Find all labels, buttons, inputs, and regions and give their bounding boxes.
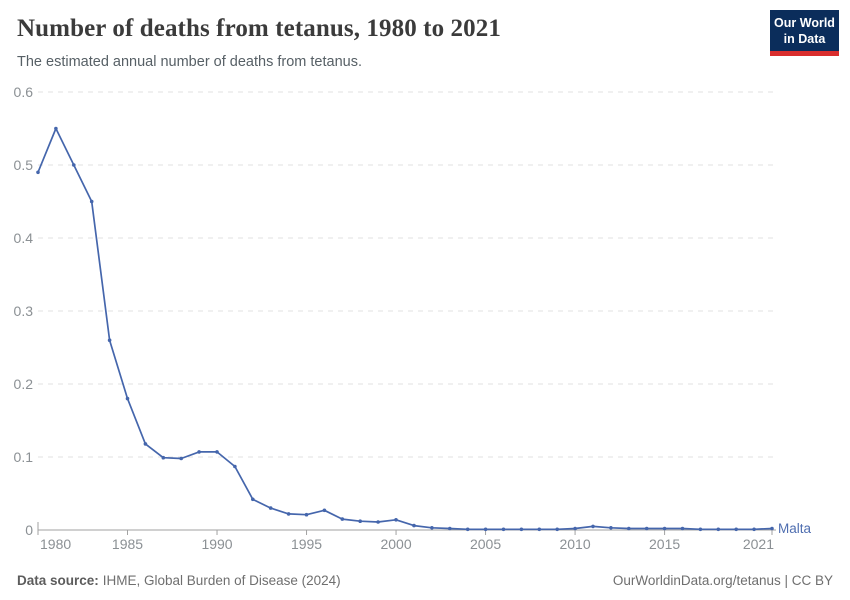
data-point xyxy=(519,527,524,532)
data-point xyxy=(322,508,327,513)
y-tick-label: 0 xyxy=(25,522,33,538)
data-point xyxy=(125,396,130,401)
data-point xyxy=(54,126,58,131)
data-point xyxy=(680,526,685,531)
x-tick-label: 2015 xyxy=(649,536,680,552)
data-point xyxy=(537,527,542,532)
data-point xyxy=(286,512,291,516)
y-tick-label: 0.1 xyxy=(14,449,34,465)
data-point xyxy=(609,526,613,530)
data-point xyxy=(770,526,774,531)
data-source: Data source: IHME, Global Burden of Disea… xyxy=(17,573,341,588)
data-point xyxy=(483,527,488,532)
data-point xyxy=(591,524,595,529)
data-point xyxy=(376,520,380,524)
data-point xyxy=(304,512,309,517)
data-point xyxy=(644,526,649,531)
data-point xyxy=(573,526,577,531)
x-tick-label: 1980 xyxy=(40,536,71,552)
data-point xyxy=(179,456,183,461)
owid-logo-line2: in Data xyxy=(783,32,826,46)
data-source-value: IHME, Global Burden of Disease (2024) xyxy=(102,573,341,588)
attribution-link[interactable]: OurWorldinData.org/tetanus | CC BY xyxy=(612,573,833,588)
chart-footer: Data source: IHME, Global Burden of Disea… xyxy=(17,573,833,588)
x-tick-label: 2021 xyxy=(743,536,774,552)
data-point xyxy=(89,199,94,204)
data-point xyxy=(36,170,40,175)
data-point xyxy=(233,464,237,469)
chart-title: Number of deaths from tetanus, 1980 to 2… xyxy=(17,15,501,42)
y-tick-label: 0.4 xyxy=(14,230,34,246)
data-point xyxy=(465,527,470,532)
data-point xyxy=(662,526,667,531)
data-point xyxy=(143,442,148,446)
x-tick-label: 1990 xyxy=(201,536,232,552)
x-tick-label: 2010 xyxy=(559,536,590,552)
y-tick-label: 0.2 xyxy=(14,376,34,392)
data-point xyxy=(268,506,273,510)
y-tick-label: 0.3 xyxy=(14,303,34,319)
data-point xyxy=(72,163,76,167)
entity-label[interactable]: Malta xyxy=(778,521,812,536)
data-point xyxy=(358,519,363,523)
owid-logo-line1: Our World xyxy=(774,16,835,30)
x-tick-label: 1995 xyxy=(291,536,322,552)
x-tick-label: 2005 xyxy=(470,536,501,552)
x-tick-label: 2000 xyxy=(380,536,411,552)
data-point xyxy=(161,455,166,460)
owid-logo[interactable]: Our World in Data xyxy=(770,10,839,56)
data-point xyxy=(501,527,506,532)
data-point xyxy=(412,523,416,528)
data-point xyxy=(197,450,201,454)
x-tick-label: 1985 xyxy=(112,536,143,552)
data-point xyxy=(215,450,219,454)
chart-subtitle: The estimated annual number of deaths fr… xyxy=(17,54,362,70)
data-point xyxy=(734,527,738,532)
data-point xyxy=(555,527,559,532)
data-source-label: Data source: xyxy=(17,573,99,588)
data-point xyxy=(716,527,721,532)
series-line[interactable] xyxy=(37,127,773,531)
data-point xyxy=(448,526,452,531)
line-chart: 0 0.1 0.2 0.3 0.4 0.5 0.6 1980 1985 1990 1995 2000 2… xyxy=(14,84,812,552)
data-point xyxy=(430,526,434,530)
data-point xyxy=(394,518,398,522)
data-point xyxy=(752,527,756,532)
data-point xyxy=(627,526,631,531)
data-point xyxy=(251,497,255,502)
data-point xyxy=(698,527,703,532)
data-point xyxy=(107,338,112,343)
y-tick-label: 0.6 xyxy=(14,84,34,100)
data-point xyxy=(340,517,345,521)
y-tick-label: 0.5 xyxy=(14,157,34,173)
